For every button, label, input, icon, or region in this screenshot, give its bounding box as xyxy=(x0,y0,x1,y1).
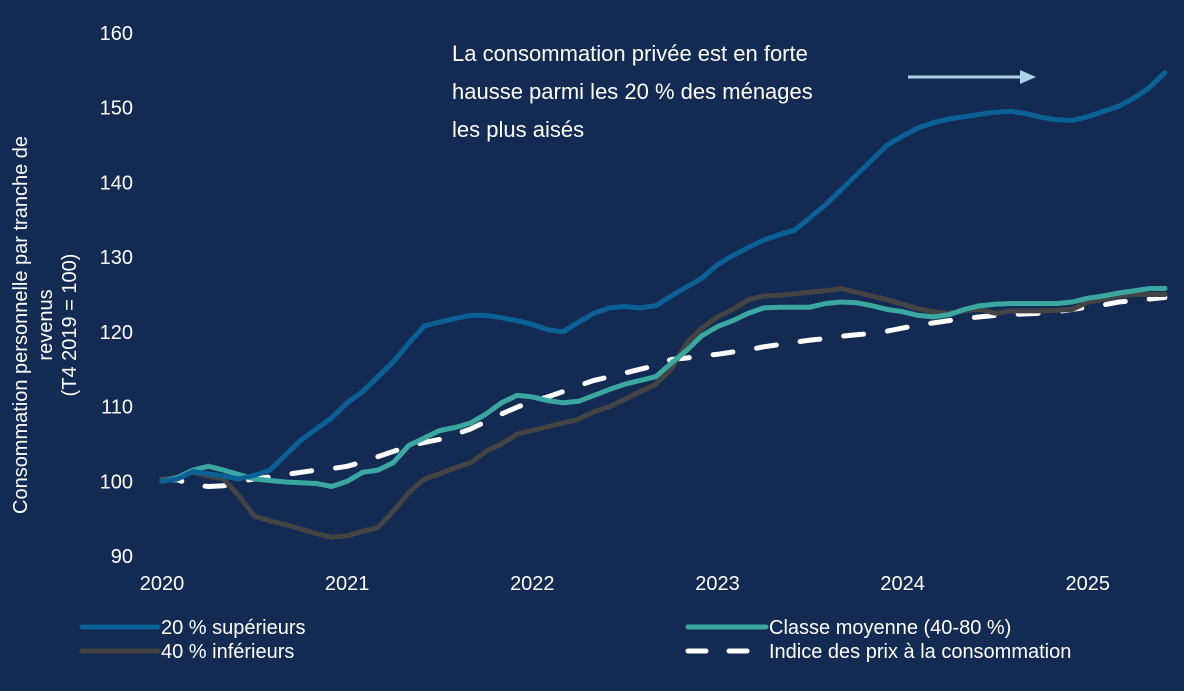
legend-item-bottom40: 40 % inférieurs xyxy=(79,641,294,663)
legend-label: 20 % supérieurs xyxy=(161,617,306,639)
annotation: La consommation privée est en forte haus… xyxy=(452,41,1036,142)
series-line-3 xyxy=(159,295,1168,489)
legend-label: Indice des prix à la consommation xyxy=(769,641,1071,663)
annotation-line: les plus aisés xyxy=(452,117,584,142)
y-axis-title: Consommation personnelle par tranche de … xyxy=(10,136,81,514)
legend-item-middle: Classe moyenne (40-80 %) xyxy=(685,617,1011,639)
legend-item-cpi: Indice des prix à la consommation xyxy=(685,641,1071,663)
y-axis-title-line: Consommation personnelle par tranche de xyxy=(10,136,32,514)
y-tick-label: 120 xyxy=(100,322,133,344)
x-tick-label: 2021 xyxy=(325,573,370,595)
legend-label: 40 % inférieurs xyxy=(161,641,294,663)
x-tick-label: 2022 xyxy=(510,573,555,595)
annotation-line: hausse parmi les 20 % des ménages xyxy=(452,79,813,104)
x-axis-ticks: 2020 2021 2022 2023 2024 2025 xyxy=(140,573,1110,595)
y-tick-label: 100 xyxy=(100,471,133,493)
y-tick-label: 90 xyxy=(111,546,133,568)
y-tick-label: 110 xyxy=(101,397,133,419)
arrow-icon xyxy=(908,70,1036,84)
y-tick-label: 140 xyxy=(100,172,133,194)
y-axis-title-line: revenus xyxy=(35,289,57,360)
series-line-2 xyxy=(159,286,1168,489)
series-line-0 xyxy=(159,70,1168,484)
y-tick-label: 160 xyxy=(100,23,133,45)
x-tick-label: 2025 xyxy=(1066,573,1111,595)
x-tick-label: 2024 xyxy=(880,573,925,595)
legend: 20 % supérieurs 40 % inférieurs Classe m… xyxy=(79,617,1071,663)
x-tick-label: 2020 xyxy=(140,573,185,595)
annotation-line: La consommation privée est en forte xyxy=(452,41,808,66)
y-axis-ticks: 90 100 110 120 130 140 150 160 xyxy=(100,23,133,568)
series-lines xyxy=(159,70,1168,540)
y-tick-label: 130 xyxy=(100,247,133,269)
x-tick-label: 2023 xyxy=(695,573,740,595)
legend-label: Classe moyenne (40-80 %) xyxy=(769,617,1011,639)
legend-item-top20: 20 % supérieurs xyxy=(79,617,306,639)
series-line-1 xyxy=(159,286,1168,540)
y-tick-label: 150 xyxy=(100,98,133,120)
y-axis-title-line: (T4 2019 = 100) xyxy=(59,254,81,397)
